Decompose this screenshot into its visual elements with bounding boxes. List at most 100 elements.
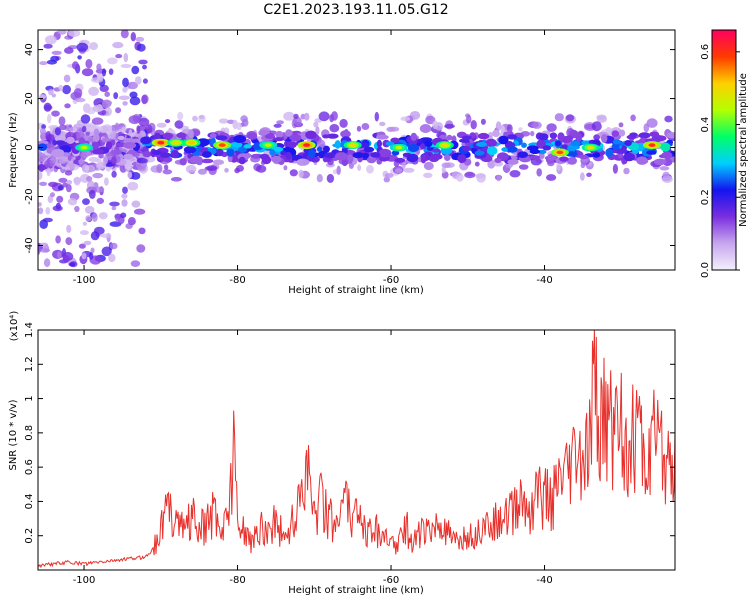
spectrogram-band-cell xyxy=(624,140,632,147)
spectrogram-fringe-cell xyxy=(108,253,116,263)
spectrogram-fringe-cell xyxy=(536,168,542,177)
spectrogram-fringe-cell xyxy=(64,47,74,54)
spectrogram-fringe-cell xyxy=(165,119,171,124)
spectrogram-band-cell xyxy=(391,150,400,156)
spectrogram-fringe-cell xyxy=(67,198,78,206)
spectrogram-band-cell xyxy=(159,152,171,158)
spectrogram-fringe-cell xyxy=(98,212,108,220)
spectrogram-fringe-cell xyxy=(664,115,673,123)
spectrogram-fringe-cell xyxy=(366,164,374,174)
snr-y-multiplier: (x10⁴) xyxy=(9,311,20,342)
spectrogram-band-cell xyxy=(605,148,614,158)
spectrogram-fringe-cell xyxy=(58,124,67,131)
spectrogram-fringe-cell xyxy=(456,173,464,182)
spectrogram-fringe-cell xyxy=(82,221,87,226)
y-tick-label: -40 xyxy=(24,237,35,253)
spectrogram-band-cell xyxy=(618,129,626,137)
spectrogram-band-cell xyxy=(554,140,562,147)
spectrogram-fringe-cell xyxy=(131,200,141,208)
spectrogram-fringe-cell xyxy=(121,193,128,199)
spectrogram-band-cell xyxy=(565,135,574,142)
spectrogram-fringe-cell xyxy=(580,162,586,169)
x-tick-label: -80 xyxy=(229,275,245,286)
spectrogram-band-cell xyxy=(243,144,252,149)
spectrogram-band-cell xyxy=(323,145,330,153)
spectrogram-fringe-cell xyxy=(74,205,80,213)
spectrogram-fringe-cell xyxy=(45,207,51,215)
spectrogram-band-cell xyxy=(570,140,581,147)
spectrogram-fringe-cell xyxy=(142,64,147,70)
spectrogram-fringe-cell xyxy=(318,111,330,122)
spectrogram-x-axis-label: Height of straight line (km) xyxy=(288,285,424,296)
spectrogram-fringe-cell xyxy=(509,170,521,178)
spectrogram-band-cell xyxy=(170,150,180,158)
spectrogram-fringe-cell xyxy=(120,212,127,219)
spectrogram-fringe-cell xyxy=(480,118,486,125)
spectrogram-band-cell xyxy=(238,146,247,153)
spectrogram-band-cell xyxy=(529,155,541,160)
spectrogram-fringe-cell xyxy=(78,243,86,249)
spectrogram-fringe-cell xyxy=(432,120,438,130)
spectrogram-fringe-cell xyxy=(50,192,55,198)
spectrogram-fringe-cell xyxy=(88,252,94,260)
colorbar-tick-label: 0.6 xyxy=(700,44,711,60)
spectrogram-band-cell xyxy=(54,140,66,146)
spectrogram-band-cell xyxy=(385,141,394,146)
spectrogram-fringe-cell xyxy=(232,119,238,130)
spectrogram-band-cell xyxy=(666,132,675,139)
spectrogram-peak xyxy=(556,150,564,155)
spectrogram-fringe-cell xyxy=(39,61,48,66)
spectrogram-fringe-cell xyxy=(74,97,86,103)
spectrogram-band-cell xyxy=(324,152,337,159)
spectrogram-fringe-cell xyxy=(374,111,379,122)
spectrogram-fringe-cell xyxy=(136,157,148,164)
spectrogram-fringe-cell xyxy=(73,176,81,186)
spectrogram-fringe-cell xyxy=(532,121,542,129)
spectrogram-fringe-cell xyxy=(68,262,76,267)
spectrogram-fringe-cell xyxy=(185,164,197,174)
spectrogram-band-cell xyxy=(611,130,619,137)
spectrogram-peak xyxy=(303,143,311,147)
spectrogram-band-cell xyxy=(638,132,651,139)
spectrogram-peak xyxy=(264,143,272,147)
spectrogram-band-cell xyxy=(285,151,292,160)
spectrogram-fringe-cell xyxy=(75,155,81,161)
spectrogram-fringe-cell xyxy=(88,86,99,96)
spectrogram-band-cell xyxy=(57,135,66,141)
spectrogram-fringe-cell xyxy=(591,121,602,132)
spectrogram-fringe-cell xyxy=(141,94,148,105)
spectrogram-fringe-cell xyxy=(336,165,341,175)
spectrogram-band-cell xyxy=(209,133,217,139)
spectrogram-fringe-cell xyxy=(127,171,133,179)
spectrogram-fringe-cell xyxy=(596,115,608,123)
spectrogram-fringe-cell xyxy=(45,35,57,45)
spectrogram-band-cell xyxy=(275,130,284,139)
spectrogram-fringe-cell xyxy=(475,173,486,179)
spectrogram-fringe-cell xyxy=(122,86,128,93)
spectrogram-fringe-cell xyxy=(58,84,64,91)
spectrogram-fringe-cell xyxy=(58,116,66,126)
spectrogram-fringe-cell xyxy=(83,240,92,246)
y-tick-label: 40 xyxy=(24,43,35,56)
spectrogram-fringe-cell xyxy=(88,189,96,199)
spectrogram-fringe-cell xyxy=(55,235,61,244)
spectrogram-fringe-cell xyxy=(39,181,48,186)
spectrogram-fringe-cell xyxy=(96,63,102,72)
spectrogram-fringe-cell xyxy=(111,156,117,165)
spectrogram-fringe-cell xyxy=(198,114,206,123)
spectrogram-fringe-cell xyxy=(43,258,51,268)
spectrogram-fringe-cell xyxy=(121,199,128,207)
spectrogram-fringe-cell xyxy=(612,163,619,174)
spectrogram-fringe-cell xyxy=(156,122,167,128)
spectrogram-peak xyxy=(218,143,226,147)
y-tick-label: 1.4 xyxy=(24,322,35,338)
spectrogram-band-cell xyxy=(123,142,137,149)
spectrogram-fringe-cell xyxy=(111,206,117,211)
spectrogram-fringe-cell xyxy=(64,170,73,176)
spectrogram-fringe-cell xyxy=(142,78,148,84)
spectrogram-band-cell xyxy=(176,132,187,139)
spectrogram-band-cell xyxy=(557,132,565,142)
spectrogram-fringe-cell xyxy=(85,130,90,137)
spectrogram-band-cell xyxy=(376,139,382,148)
spectrogram-band-cell xyxy=(271,146,283,152)
